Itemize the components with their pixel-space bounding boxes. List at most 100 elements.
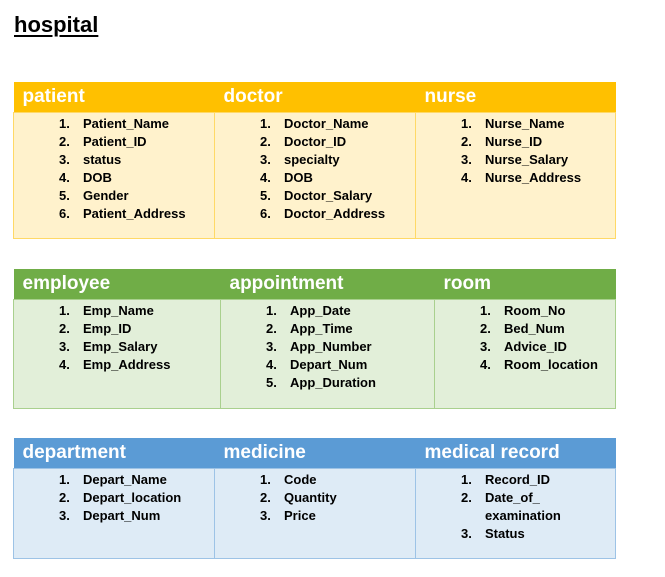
field-list: 1. Room_No 2. Bed_Num 3. Advice_ID 4. Room_loca… (435, 302, 615, 374)
list-item: 5. App_Duration (221, 374, 434, 392)
list-item-text: Nurse_Address (485, 170, 582, 185)
cell-doctor-fields: 1. Doctor_Name 2. Doctor_ID 3. specialty 4. DOB… (214, 112, 416, 239)
header-appointment: appointment (220, 269, 435, 300)
field-list: 1. Depart_Name 2. Depart_location 3. Depart_N… (14, 471, 214, 525)
table-employee-appointment-room: employee appointment room 1. Emp_Name 2. Em… (13, 269, 616, 409)
cell-patient-fields: 1. Patient_Name 2. Patient_ID 3. status 4. DOB 5… (13, 112, 215, 239)
list-item-text: Emp_Address (83, 357, 171, 372)
field-list: 1. Patient_Name 2. Patient_ID 3. status 4. DOB 5… (14, 115, 214, 223)
table-body-row: 1. Depart_Name 2. Depart_location 3. Depart_N… (13, 468, 616, 559)
cell-nurse-fields: 1. Nurse_Name 2. Nurse_ID 3. Nurse_Salary 4. Nu… (415, 112, 616, 239)
list-item-text: Emp_ID (83, 321, 132, 336)
list-item-number: 1. (59, 303, 70, 318)
list-item: 2. Depart_location (14, 489, 214, 507)
list-item-number: 1. (461, 472, 472, 487)
list-item: 3. Status (416, 525, 615, 543)
list-item-number: 4. (59, 357, 70, 372)
list-item-number: 2. (461, 490, 472, 505)
list-item-number: 1. (461, 116, 472, 131)
document-title: hospital (14, 12, 99, 37)
list-item: 6. Doctor_Address (215, 205, 415, 223)
table-body-row: 1. Emp_Name 2. Emp_ID 3. Emp_Salary 4. Emp_Addr… (13, 299, 616, 409)
list-item: 3. status (14, 151, 214, 169)
header-doctor: doctor (214, 82, 416, 113)
list-item-number: 2. (260, 490, 271, 505)
list-item-number: 3. (480, 339, 491, 354)
header-room: room (434, 269, 616, 300)
list-item-number: 3. (59, 339, 70, 354)
list-item-text: Patient_Address (83, 206, 186, 221)
list-item-text: Bed_Num (504, 321, 565, 336)
list-item-text: Depart_Num (83, 508, 161, 523)
field-list: 1. Nurse_Name 2. Nurse_ID 3. Nurse_Salary 4. Nu… (416, 115, 615, 187)
table-header-row: patient doctor nurse (13, 82, 616, 113)
list-item-text: Date_of_ examination (485, 490, 561, 523)
list-item: 5. Gender (14, 187, 214, 205)
list-item-number: 5. (260, 188, 271, 203)
list-item: 2. App_Time (221, 320, 434, 338)
list-item-number: 3. (266, 339, 277, 354)
list-item-number: 3. (260, 508, 271, 523)
list-item: 1. Record_ID (416, 471, 615, 489)
list-item-number: 3. (461, 526, 472, 541)
cell-employee-fields: 1. Emp_Name 2. Emp_ID 3. Emp_Salary 4. Emp_Addr… (13, 299, 221, 409)
list-item: 2. Doctor_ID (215, 133, 415, 151)
list-item-number: 3. (59, 508, 70, 523)
list-item-number: 6. (260, 206, 271, 221)
list-item-text: Advice_ID (504, 339, 567, 354)
cell-room-fields: 1. Room_No 2. Bed_Num 3. Advice_ID 4. Room_loca… (434, 299, 616, 409)
list-item-text: specialty (284, 152, 340, 167)
list-item-number: 2. (266, 321, 277, 336)
header-employee: employee (13, 269, 221, 300)
list-item-number: 6. (59, 206, 70, 221)
list-item: 4. Depart_Num (221, 356, 434, 374)
list-item-number: 5. (266, 375, 277, 390)
cell-medical-record-fields: 1. Record_ID 2. Date_of_ examination 3. Statu… (415, 468, 616, 559)
list-item: 3. specialty (215, 151, 415, 169)
list-item: 4. Room_location (435, 356, 615, 374)
list-item-number: 2. (461, 134, 472, 149)
list-item-number: 2. (59, 490, 70, 505)
list-item-number: 2. (480, 321, 491, 336)
list-item: 1. Patient_Name (14, 115, 214, 133)
list-item: 4. DOB (14, 169, 214, 187)
list-item: 2. Emp_ID (14, 320, 220, 338)
list-item-text: Patient_Name (83, 116, 169, 131)
list-item-text: DOB (284, 170, 313, 185)
list-item-text: Patient_ID (83, 134, 147, 149)
list-item-text: App_Date (290, 303, 351, 318)
list-item-text: Doctor_Name (284, 116, 369, 131)
list-item: 3. App_Number (221, 338, 434, 356)
list-item-text: Doctor_Address (284, 206, 386, 221)
list-item: 1. Emp_Name (14, 302, 220, 320)
cell-appointment-fields: 1. App_Date 2. App_Time 3. App_Number 4. Depart… (220, 299, 435, 409)
header-medicine: medicine (214, 438, 416, 469)
list-item: 4. DOB (215, 169, 415, 187)
list-item-text: Code (284, 472, 317, 487)
field-list: 1. App_Date 2. App_Time 3. App_Number 4. Depart… (221, 302, 434, 392)
list-item: 2. Bed_Num (435, 320, 615, 338)
list-item-text: App_Number (290, 339, 372, 354)
header-patient: patient (13, 82, 215, 113)
list-item: 4. Emp_Address (14, 356, 220, 374)
list-item-text: Record_ID (485, 472, 551, 487)
list-item-text: Nurse_Salary (485, 152, 569, 167)
list-item-text: Depart_Num (290, 357, 368, 372)
field-list: 1. Emp_Name 2. Emp_ID 3. Emp_Salary 4. Emp_Addr… (14, 302, 220, 374)
field-list: 1. Record_ID 2. Date_of_ examination 3. Statu… (416, 471, 615, 543)
cell-department-fields: 1. Depart_Name 2. Depart_location 3. Depart_N… (13, 468, 215, 559)
header-department: department (13, 438, 215, 469)
list-item-number: 3. (260, 152, 271, 167)
list-item: 1. Doctor_Name (215, 115, 415, 133)
list-item: 2. Patient_ID (14, 133, 214, 151)
list-item-number: 5. (59, 188, 70, 203)
list-item-number: 1. (260, 472, 271, 487)
field-list: 1. Doctor_Name 2. Doctor_ID 3. specialty 4. DOB… (215, 115, 415, 223)
header-medical-record: medical record (415, 438, 616, 469)
list-item-text: DOB (83, 170, 112, 185)
table-header-row: employee appointment room (13, 269, 616, 300)
list-item-text: Quantity (284, 490, 337, 505)
cell-medicine-fields: 1. Code 2. Quantity 3. Price (214, 468, 416, 559)
table-patient-doctor-nurse: patient doctor nurse 1. Patient_Name 2. Pat… (13, 82, 616, 239)
list-item: 1. Room_No (435, 302, 615, 320)
